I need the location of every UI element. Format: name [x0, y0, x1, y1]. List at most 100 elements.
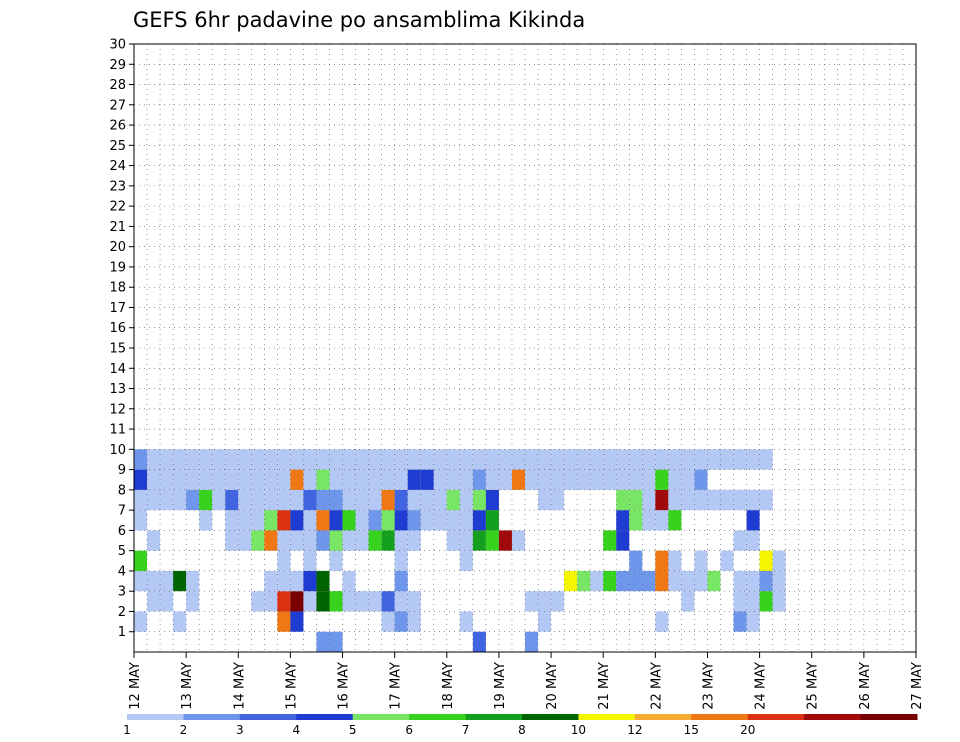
heatmap-cell — [629, 510, 643, 531]
heatmap-cell — [277, 489, 291, 511]
y-tick-label: 14 — [109, 362, 126, 377]
heatmap-cell — [590, 449, 604, 470]
heatmap-cell — [407, 469, 421, 490]
heatmap-cell — [733, 611, 747, 632]
x-tick-label: 12 MAY — [128, 662, 143, 710]
y-tick-label: 30 — [109, 38, 126, 53]
heatmap-cell — [394, 449, 408, 470]
x-tick-label: 26 MAY — [858, 662, 873, 710]
x-tick-label: 19 MAY — [493, 662, 508, 710]
heatmap-cell — [485, 469, 499, 490]
heatmap-cell — [173, 449, 187, 470]
heatmap-cell — [681, 449, 695, 470]
y-tick-label: 3 — [118, 585, 126, 600]
heatmap-cell — [564, 570, 578, 592]
heatmap-cell — [603, 469, 617, 490]
heatmap-cell — [134, 550, 148, 571]
heatmap-cell — [759, 489, 773, 511]
heatmap-cell — [160, 469, 174, 490]
heatmap-cell — [394, 550, 408, 571]
heatmap-cell — [316, 591, 330, 612]
x-tick-label: 14 MAY — [232, 662, 247, 710]
heatmap-cell — [238, 489, 252, 511]
y-tick-label: 29 — [109, 58, 126, 73]
heatmap-cell — [394, 530, 408, 551]
colorbar-segment — [691, 714, 749, 720]
heatmap-cell — [655, 469, 669, 490]
heatmap-cell — [525, 631, 539, 652]
heatmap-cell — [355, 530, 369, 551]
heatmap-cell — [642, 489, 656, 511]
heatmap-cell — [173, 570, 187, 592]
heatmap-cell — [290, 591, 304, 612]
heatmap-cell — [290, 469, 304, 490]
heatmap-cell — [746, 489, 760, 511]
heatmap-cell — [186, 489, 200, 511]
heatmap-cell — [551, 449, 565, 470]
heatmap-cell — [733, 570, 747, 592]
heatmap-cell — [277, 611, 291, 632]
heatmap-cell — [733, 449, 747, 470]
heatmap-cell — [199, 469, 213, 490]
y-tick-label: 2 — [118, 605, 126, 620]
heatmap-cell — [329, 631, 343, 652]
heatmap-cell — [290, 570, 304, 592]
y-tick-label: 4 — [118, 564, 126, 579]
heatmap-cell — [355, 449, 369, 470]
heatmap-cell — [746, 449, 760, 470]
heatmap-cell — [472, 631, 486, 652]
heatmap-cell — [759, 550, 773, 571]
heatmap-cell — [381, 530, 395, 551]
y-tick-label: 1 — [118, 625, 126, 640]
heatmap-cell — [551, 591, 565, 612]
chart-title: GEFS 6hr padavine po ansamblima Kikinda — [133, 8, 585, 32]
heatmap-cell — [446, 530, 460, 551]
heatmap-cell — [147, 449, 161, 470]
heatmap-cell — [746, 570, 760, 592]
y-tick-label: 12 — [109, 402, 126, 417]
heatmap-cell — [759, 449, 773, 470]
heatmap-cell — [264, 510, 278, 531]
heatmap-cell — [485, 530, 499, 551]
heatmap-cell — [629, 570, 643, 592]
colorbar-label: 1 — [123, 723, 131, 737]
heatmap-cell — [655, 489, 669, 511]
y-tick-label: 25 — [109, 139, 126, 154]
heatmap-cell — [238, 449, 252, 470]
heatmap-cell — [134, 449, 148, 470]
heatmap-cell — [186, 449, 200, 470]
heatmap-cell — [707, 489, 721, 511]
x-tick-label: 18 MAY — [441, 662, 456, 710]
heatmap-cell — [603, 570, 617, 592]
y-tick-label: 27 — [109, 98, 126, 113]
heatmap-cell — [433, 469, 447, 490]
heatmap-cell — [199, 449, 213, 470]
heatmap-cell — [590, 570, 604, 592]
heatmap-cell — [681, 469, 695, 490]
heatmap-cell — [199, 510, 213, 531]
heatmap-cell — [342, 510, 356, 531]
heatmap-cell — [134, 510, 148, 531]
heatmap-cell — [277, 469, 291, 490]
colorbar-segment — [747, 714, 805, 720]
heatmap-cell — [303, 469, 317, 490]
y-axis: 1234567891011121314151617181920212223242… — [109, 38, 134, 640]
heatmap-cell — [147, 489, 161, 511]
heatmap-cell — [186, 570, 200, 592]
y-tick-label: 7 — [118, 504, 126, 519]
heatmap-cell — [316, 510, 330, 531]
heatmap-cell — [655, 570, 669, 592]
heatmap-cell — [694, 550, 708, 571]
heatmap-cell — [277, 510, 291, 531]
heatmap-cell — [290, 530, 304, 551]
colorbar-segment — [860, 714, 918, 720]
heatmap-cell — [694, 570, 708, 592]
y-tick-label: 15 — [109, 342, 126, 357]
heatmap-cell — [551, 489, 565, 511]
heatmap-cell — [459, 550, 473, 571]
heatmap-cell — [681, 489, 695, 511]
heatmap-cell — [225, 530, 239, 551]
x-tick-label: 21 MAY — [597, 662, 612, 710]
heatmap-cell — [251, 489, 265, 511]
